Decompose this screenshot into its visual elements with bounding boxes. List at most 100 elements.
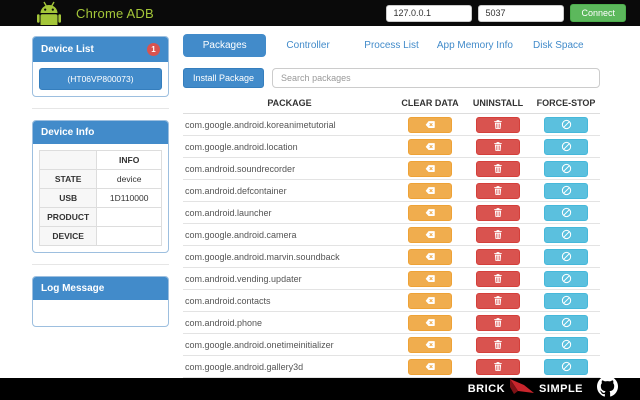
clear-data-button[interactable] bbox=[408, 270, 452, 287]
package-name: com.google.android.onetimeinitializer bbox=[185, 339, 334, 350]
uninstall-button[interactable] bbox=[476, 336, 520, 353]
force-stop-button[interactable] bbox=[544, 270, 588, 287]
info-header-cell: INFO bbox=[96, 150, 162, 170]
clear-data-icon bbox=[425, 273, 436, 284]
tab-disk-space[interactable]: Disk Space bbox=[533, 40, 584, 51]
sidebar-divider bbox=[32, 264, 169, 265]
package-row: com.android.contacts bbox=[183, 290, 600, 312]
ban-icon bbox=[561, 273, 572, 284]
tab-packages[interactable]: Packages bbox=[183, 34, 267, 57]
clear-data-button[interactable] bbox=[408, 358, 452, 375]
clear-data-button[interactable] bbox=[408, 116, 452, 133]
ban-icon bbox=[561, 163, 572, 174]
package-name: com.android.launcher bbox=[185, 207, 272, 218]
tab-app-memory-info[interactable]: App Memory Info bbox=[436, 40, 513, 51]
clear-data-button[interactable] bbox=[408, 182, 452, 199]
ban-icon bbox=[561, 361, 572, 372]
install-package-button[interactable]: Install Package bbox=[183, 68, 265, 88]
app-title: Chrome ADB bbox=[76, 5, 154, 21]
trash-icon bbox=[493, 251, 503, 262]
packages-table-header: PACKAGE CLEAR DATA UNINSTALL FORCE-STOP bbox=[183, 93, 600, 114]
clear-data-button[interactable] bbox=[408, 314, 452, 331]
search-packages-input[interactable] bbox=[272, 68, 600, 88]
uninstall-button[interactable] bbox=[476, 226, 520, 243]
force-stop-button[interactable] bbox=[544, 226, 588, 243]
clear-data-icon bbox=[425, 251, 436, 262]
force-stop-button[interactable] bbox=[544, 248, 588, 265]
force-stop-button[interactable] bbox=[544, 292, 588, 309]
clear-data-icon bbox=[425, 163, 436, 174]
device-info-table: INFO STATE device USB 1D110000 PRODUCT bbox=[38, 150, 162, 246]
trash-icon bbox=[493, 361, 503, 372]
clear-data-button[interactable] bbox=[408, 226, 452, 243]
force-stop-button[interactable] bbox=[544, 314, 588, 331]
device-list-panel: Device List 1 (HT06VP800073) bbox=[32, 36, 169, 97]
info-value bbox=[96, 226, 162, 246]
info-value: device bbox=[96, 169, 162, 189]
package-row: com.google.android.marvin.soundback bbox=[183, 246, 600, 268]
column-uninstall: UNINSTALL bbox=[472, 98, 524, 108]
info-key: PRODUCT bbox=[38, 207, 98, 227]
connect-button[interactable]: Connect bbox=[570, 4, 626, 22]
clear-data-button[interactable] bbox=[408, 204, 452, 221]
log-message-title: Log Message bbox=[41, 283, 105, 294]
log-message-panel: Log Message bbox=[32, 276, 169, 327]
package-name: com.android.defcontainer bbox=[185, 185, 287, 196]
uninstall-button[interactable] bbox=[476, 182, 520, 199]
top-bar: Chrome ADB Connect bbox=[0, 0, 640, 26]
force-stop-button[interactable] bbox=[544, 336, 588, 353]
package-name: com.android.phone bbox=[185, 317, 263, 328]
host-input[interactable] bbox=[386, 4, 473, 22]
column-clear-data: CLEAR DATA bbox=[401, 98, 459, 108]
uninstall-button[interactable] bbox=[476, 204, 520, 221]
port-input[interactable] bbox=[478, 4, 565, 22]
trash-icon bbox=[493, 119, 503, 130]
info-key: USB bbox=[38, 188, 98, 208]
force-stop-button[interactable] bbox=[544, 116, 588, 133]
packages-table: PACKAGE CLEAR DATA UNINSTALL FORCE-STOP … bbox=[183, 93, 600, 378]
clear-data-icon bbox=[425, 361, 436, 372]
clear-data-button[interactable] bbox=[408, 138, 452, 155]
package-name: com.android.contacts bbox=[185, 295, 271, 306]
device-info-header: Device Info bbox=[33, 121, 168, 144]
ban-icon bbox=[561, 317, 572, 328]
table-row: USB 1D110000 bbox=[38, 188, 162, 208]
uninstall-button[interactable] bbox=[476, 116, 520, 133]
uninstall-button[interactable] bbox=[476, 138, 520, 155]
info-value: 1D110000 bbox=[96, 188, 162, 208]
force-stop-button[interactable] bbox=[544, 138, 588, 155]
clear-data-button[interactable] bbox=[408, 160, 452, 177]
package-row: com.android.defcontainer bbox=[183, 180, 600, 202]
uninstall-button[interactable] bbox=[476, 314, 520, 331]
trash-icon bbox=[493, 229, 503, 240]
force-stop-button[interactable] bbox=[544, 160, 588, 177]
uninstall-button[interactable] bbox=[476, 248, 520, 265]
tab-process-list[interactable]: Process List bbox=[364, 40, 419, 51]
device-item-button[interactable]: (HT06VP800073) bbox=[39, 68, 162, 90]
package-row: com.google.android.koreanimetutorial bbox=[183, 114, 600, 136]
force-stop-button[interactable] bbox=[544, 204, 588, 221]
uninstall-button[interactable] bbox=[476, 160, 520, 177]
clear-data-button[interactable] bbox=[408, 292, 452, 309]
force-stop-button[interactable] bbox=[544, 182, 588, 199]
clear-data-button[interactable] bbox=[408, 336, 452, 353]
package-row: com.google.android.gallery3d bbox=[183, 356, 600, 378]
force-stop-button[interactable] bbox=[544, 358, 588, 375]
octocat-icon[interactable] bbox=[597, 376, 618, 400]
ban-icon bbox=[561, 251, 572, 262]
ban-icon bbox=[561, 229, 572, 240]
uninstall-button[interactable] bbox=[476, 358, 520, 375]
package-row: com.android.launcher bbox=[183, 202, 600, 224]
trash-icon bbox=[493, 141, 503, 152]
uninstall-button[interactable] bbox=[476, 270, 520, 287]
trash-icon bbox=[493, 185, 503, 196]
uninstall-button[interactable] bbox=[476, 292, 520, 309]
android-robot-icon bbox=[36, 1, 62, 25]
device-list-title: Device List bbox=[41, 44, 94, 55]
ban-icon bbox=[561, 119, 572, 130]
tab-controller[interactable]: Controller bbox=[286, 40, 330, 51]
clear-data-icon bbox=[425, 229, 436, 240]
package-row: com.android.soundrecorder bbox=[183, 158, 600, 180]
clear-data-button[interactable] bbox=[408, 248, 452, 265]
